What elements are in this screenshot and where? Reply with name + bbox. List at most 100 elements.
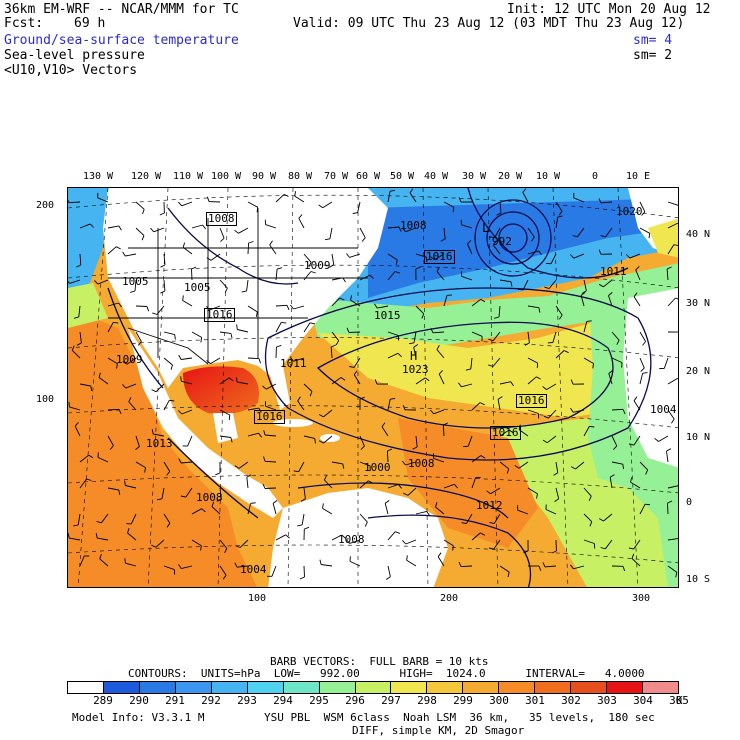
wind-barb bbox=[128, 401, 137, 411]
north-america bbox=[103, 188, 388, 388]
forecast-label: Fcst: bbox=[4, 16, 44, 31]
wind-barb-flag bbox=[94, 280, 99, 285]
wind-barb bbox=[191, 539, 202, 547]
wind-barb bbox=[443, 295, 448, 307]
wind-barb-flag bbox=[667, 500, 673, 504]
wind-barb-flag bbox=[544, 286, 550, 290]
longitude-label: 40 W bbox=[423, 171, 449, 182]
wind-barb bbox=[331, 377, 342, 385]
wind-barb bbox=[434, 253, 445, 261]
wind-barb bbox=[667, 297, 676, 307]
wind-barb-flag bbox=[298, 214, 303, 219]
wind-barb-flag bbox=[497, 396, 503, 400]
colorbar-label: 297 bbox=[381, 694, 401, 707]
wind-barb bbox=[275, 534, 286, 541]
colorbar-swatch bbox=[210, 682, 247, 693]
wind-barb bbox=[499, 461, 509, 470]
longitude-label: 60 W bbox=[355, 171, 381, 182]
wind-barb-flag bbox=[374, 379, 378, 385]
wind-barb-flag bbox=[510, 281, 513, 287]
colorbar-swatch bbox=[534, 682, 571, 693]
wind-barb bbox=[303, 435, 315, 439]
wind-barb-flag bbox=[570, 466, 576, 470]
wind-barb-flag bbox=[435, 502, 438, 508]
wind-barb-flag bbox=[116, 363, 118, 369]
wind-barb bbox=[163, 513, 171, 524]
wind-barb bbox=[272, 503, 277, 515]
wind-barb-flag bbox=[235, 377, 238, 383]
wind-barb-flag bbox=[178, 410, 183, 415]
wind-barb-flag bbox=[633, 292, 638, 297]
wind-barb-flag bbox=[200, 337, 203, 343]
wind-barb-flag bbox=[390, 397, 396, 400]
wind-barb-flag bbox=[436, 266, 440, 272]
wind-barb bbox=[577, 227, 585, 238]
wind-barb bbox=[238, 461, 249, 469]
wind-barb bbox=[466, 243, 473, 255]
wind-barb bbox=[153, 227, 165, 233]
wind-barb-flag bbox=[403, 492, 409, 496]
contour-legend: CONTOURS: UNITS=hPa LOW= 992.00 HIGH= 10… bbox=[128, 667, 645, 680]
wind-barb-flag bbox=[137, 341, 142, 346]
wind-barb bbox=[237, 329, 249, 333]
wind-barb bbox=[182, 300, 193, 307]
wind-barb bbox=[79, 331, 82, 343]
wind-barb-flag bbox=[118, 409, 122, 414]
wind-barb-flag bbox=[297, 396, 301, 402]
wind-barb bbox=[608, 295, 613, 307]
field-slp-title: Sea-level pressure bbox=[4, 48, 145, 63]
wind-barb bbox=[609, 477, 613, 489]
wind-barb-flag bbox=[536, 363, 539, 369]
wind-barb bbox=[181, 565, 193, 570]
wind-barb bbox=[409, 192, 417, 203]
wind-barb-flag bbox=[598, 518, 604, 522]
longitude-label: 90 W bbox=[251, 171, 277, 182]
wind-barb bbox=[191, 331, 202, 338]
wind-barb-flag bbox=[588, 496, 592, 501]
wind-barb bbox=[191, 224, 203, 229]
colorbar-label: 296 bbox=[345, 694, 365, 707]
wind-barb bbox=[322, 201, 333, 209]
wind-barb bbox=[294, 195, 305, 203]
wind-barb-flag bbox=[95, 533, 98, 539]
colorbar-unit: K bbox=[676, 694, 683, 707]
temperature-colorbar bbox=[67, 681, 679, 694]
wind-barb bbox=[573, 197, 585, 203]
wind-barb bbox=[605, 227, 613, 238]
wind-barb bbox=[181, 409, 193, 415]
colorbar-swatch bbox=[642, 682, 678, 693]
wind-barb-flag bbox=[412, 446, 418, 450]
wind-barb-flag bbox=[628, 443, 634, 446]
longitude-label: 110 W bbox=[172, 171, 204, 182]
wind-barb-flag bbox=[353, 370, 358, 375]
wind-barb-flag bbox=[675, 572, 678, 578]
wind-barb bbox=[387, 565, 391, 577]
wind-barb-flag bbox=[235, 545, 241, 549]
wind-barb bbox=[219, 565, 227, 576]
wind-barb bbox=[293, 357, 305, 362]
wind-barb-flag bbox=[506, 468, 510, 474]
isobar-label: 1008 bbox=[196, 491, 223, 504]
wind-barb-flag bbox=[308, 262, 312, 267]
wind-barb-flag bbox=[159, 212, 165, 216]
wind-barb-flag bbox=[216, 498, 222, 502]
wind-barb-flag bbox=[622, 464, 625, 470]
wind-barb bbox=[79, 555, 85, 567]
colorbar-swatch bbox=[102, 682, 139, 693]
wind-barb bbox=[219, 487, 222, 499]
wind-barb-flag bbox=[124, 480, 126, 486]
wind-barb-flag bbox=[385, 576, 391, 580]
wind-barb-flag bbox=[406, 555, 408, 561]
wind-barb bbox=[527, 227, 535, 238]
wind-barb-flag bbox=[479, 402, 485, 406]
wind-barb bbox=[210, 357, 221, 364]
wind-barb-flag bbox=[182, 295, 184, 301]
wind-barb-flag bbox=[141, 235, 145, 241]
wind-barb-flag bbox=[536, 493, 538, 499]
wind-barb bbox=[494, 227, 501, 238]
longitude-label: 100 W bbox=[210, 171, 242, 182]
yucatan bbox=[213, 413, 238, 443]
colorbar-label: 305 bbox=[669, 694, 689, 707]
wind-barb bbox=[125, 253, 137, 257]
wind-barb-flag bbox=[170, 364, 173, 370]
